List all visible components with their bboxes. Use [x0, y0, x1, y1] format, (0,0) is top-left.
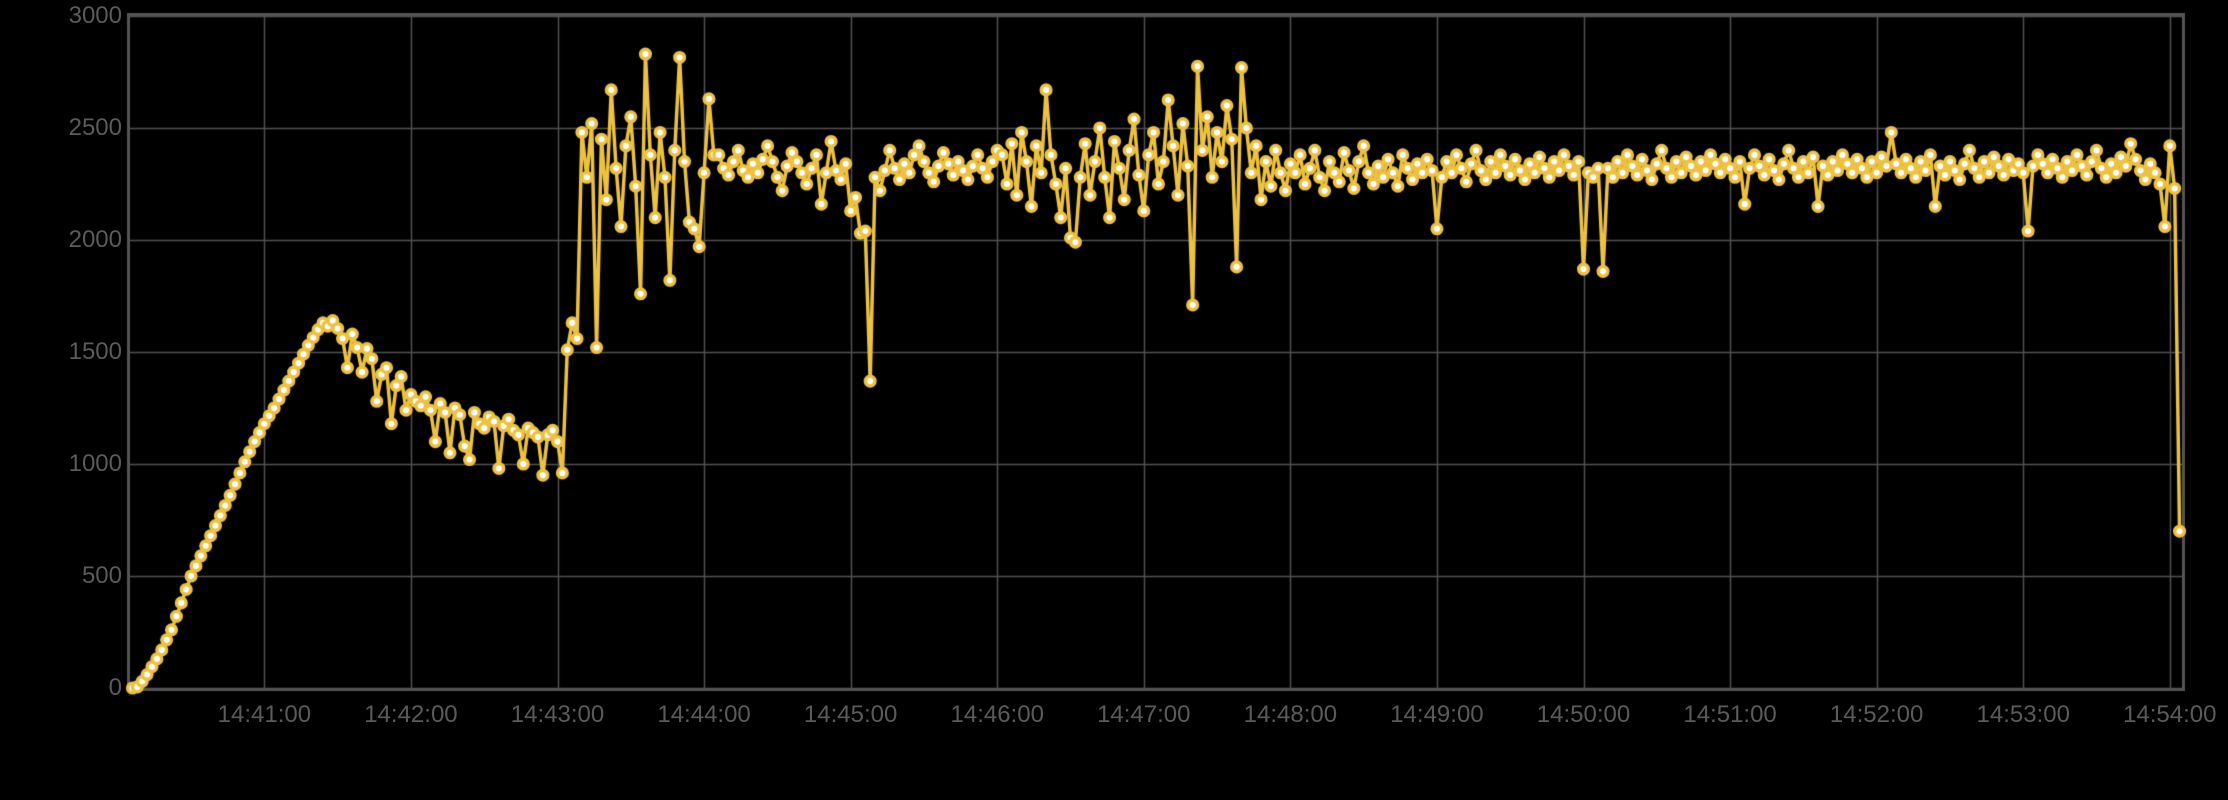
y-tick-label: 2500	[68, 114, 122, 141]
y-tick-label: 3000	[68, 2, 122, 29]
x-tick-label: 14:47:00	[1097, 701, 1191, 728]
y-tick-label: 2000	[68, 226, 122, 253]
x-tick-label: 14:54:00	[2123, 701, 2217, 728]
y-tick-label: 1500	[68, 338, 122, 365]
x-tick-label: 14:53:00	[1976, 701, 2070, 728]
x-tick-label: 14:44:00	[657, 701, 751, 728]
y-tick-label: 0	[108, 674, 122, 701]
x-tick-label: 14:51:00	[1683, 701, 1777, 728]
x-tick-label: 14:45:00	[803, 701, 898, 728]
x-tick-label: 14:46:00	[950, 701, 1044, 728]
y-tick-label: 1000	[68, 450, 122, 477]
x-tick-label: 14:41:00	[217, 701, 312, 728]
x-tick-label: 14:52:00	[1829, 701, 1924, 728]
x-tick-label: 14:50:00	[1536, 701, 1631, 728]
x-tick-label: 14:48:00	[1243, 701, 1338, 728]
y-tick-label: 500	[81, 562, 122, 589]
x-tick-label: 14:49:00	[1390, 701, 1484, 728]
x-tick-label: 14:42:00	[364, 701, 458, 728]
x-tick-label: 14:43:00	[510, 701, 605, 728]
